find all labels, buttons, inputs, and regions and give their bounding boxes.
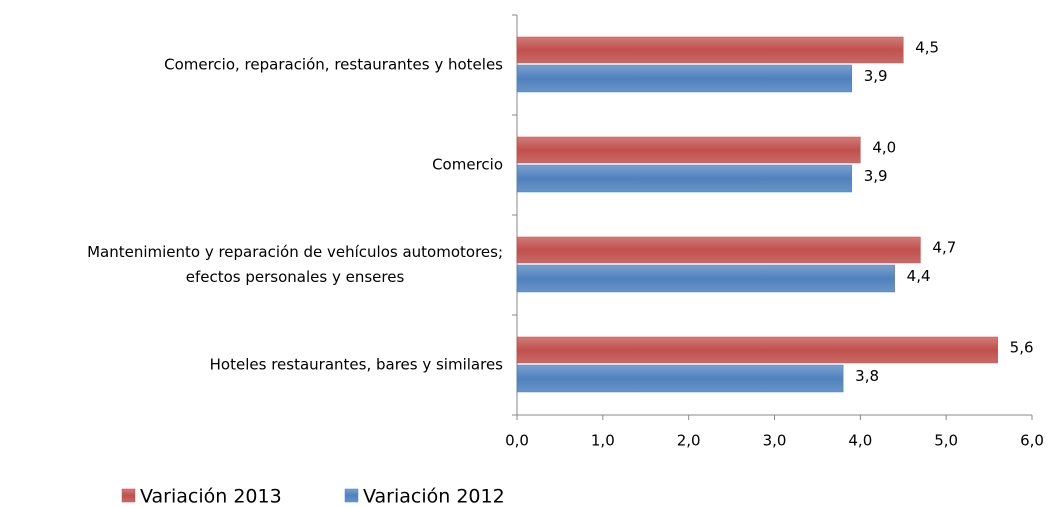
bar xyxy=(516,136,861,164)
bar xyxy=(516,336,998,364)
legend-label: Variación 2012 xyxy=(363,486,505,508)
legend-swatch xyxy=(121,488,136,503)
x-tick-label: 4,0 xyxy=(848,432,872,450)
x-tick-label: 1,0 xyxy=(591,432,615,450)
value-label: 4,5 xyxy=(915,39,939,57)
category-label: Comercio xyxy=(432,155,503,174)
value-label: 4,4 xyxy=(907,267,931,285)
x-tick-label: 0,0 xyxy=(505,432,529,450)
x-tick-label: 2,0 xyxy=(677,432,701,450)
legend-swatch xyxy=(344,488,359,503)
value-label: 3,8 xyxy=(855,367,879,385)
bar xyxy=(516,236,921,264)
category-label: Mantenimiento y reparación de vehículos … xyxy=(87,243,503,286)
value-label: 3,9 xyxy=(864,67,888,85)
value-label: 3,9 xyxy=(864,167,888,185)
value-label: 4,7 xyxy=(932,239,956,257)
bar xyxy=(516,264,895,293)
x-tick-label: 5,0 xyxy=(934,432,958,450)
value-label: 5,6 xyxy=(1010,339,1034,357)
bar xyxy=(516,64,852,93)
bar xyxy=(516,164,852,193)
x-tick-label: 6,0 xyxy=(1020,432,1044,450)
bar xyxy=(516,364,844,393)
category-label: Hoteles restaurantes, bares y similares xyxy=(209,355,503,374)
category-label: Comercio, reparación, restaurantes y hot… xyxy=(164,55,503,74)
x-tick-label: 3,0 xyxy=(763,432,787,450)
value-label: 4,0 xyxy=(872,139,896,157)
bar xyxy=(516,36,904,64)
legend-label: Variación 2013 xyxy=(140,486,282,508)
